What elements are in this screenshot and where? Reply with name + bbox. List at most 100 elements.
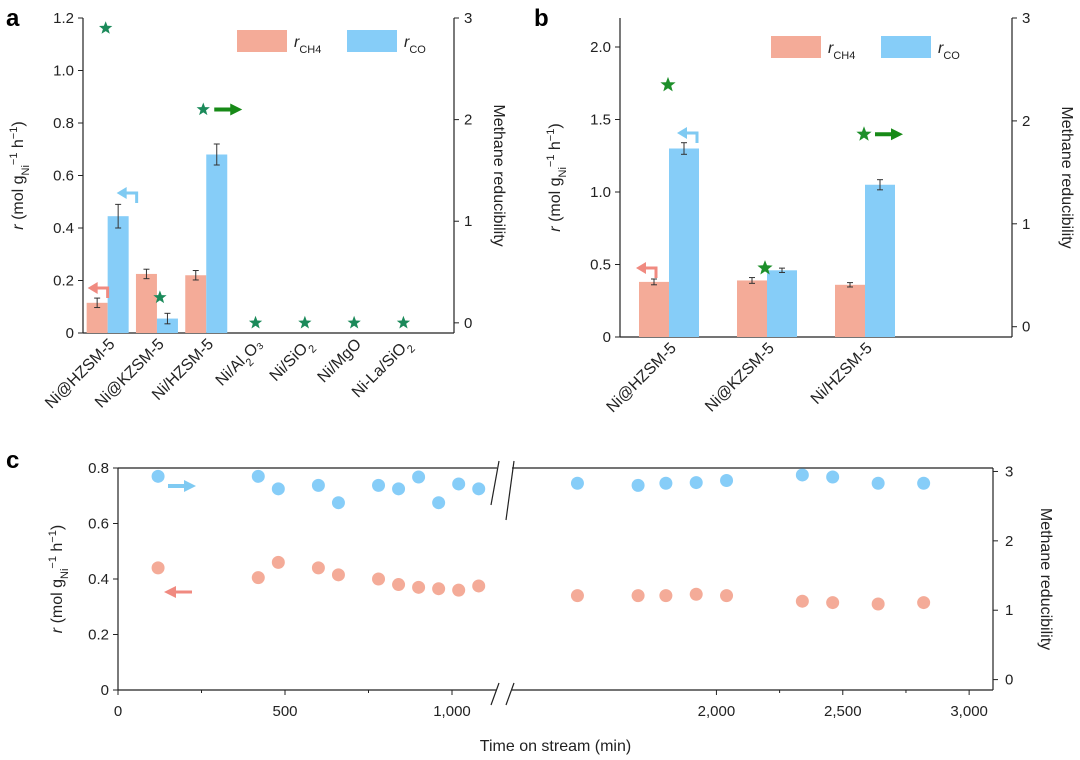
y2-tick-label: 1 <box>1022 216 1030 233</box>
axis-arrow-co-shaft <box>685 131 699 143</box>
legend-swatch-co <box>347 30 397 52</box>
reducibility-point-3 <box>311 478 325 492</box>
reducibility-point-18 <box>871 476 885 490</box>
rate-point-14 <box>689 587 703 601</box>
reducibility-star-0 <box>99 21 113 34</box>
rate-point-7 <box>412 580 426 594</box>
y-tick-label: 0.8 <box>53 115 74 132</box>
reducibility-point-0 <box>151 469 165 483</box>
legend-label-co: rCO <box>404 34 426 56</box>
y-axis-title: r (mol gNi−1 h−1) <box>8 121 32 229</box>
reducibility-point-12 <box>631 478 645 492</box>
reducibility-point-9 <box>452 477 466 491</box>
bar-ch4-2 <box>185 275 207 333</box>
x-tick-label: 1,000 <box>433 703 471 720</box>
reducibility-point-8 <box>432 496 446 510</box>
reducibility-point-4 <box>331 496 345 510</box>
axis-break-mark <box>490 682 500 706</box>
x-category-label-0: Ni@HZSM-5 <box>604 340 680 416</box>
y2-tick-label: 1 <box>1005 602 1013 619</box>
axis-arrow-ch4-shaft <box>95 286 110 298</box>
bar-co-2 <box>206 154 228 333</box>
panel-b-chart: 0 0.5 1.0 1.5 2.0 0 1 2 3 Ni@HZSM-5 Ni@KZSM-5 Ni/HZ… <box>545 10 1075 416</box>
reducibility-point-5 <box>372 478 386 492</box>
reducibility-star-6 <box>396 315 411 329</box>
y-tick-label: 0.2 <box>88 627 109 644</box>
axis-arrow-co-shaft <box>124 191 139 203</box>
reducibility-star-2 <box>856 126 872 141</box>
rate-point-13 <box>659 589 673 603</box>
legend-label-co: rCO <box>938 40 960 62</box>
axis-arrow-reducibility-head <box>184 480 196 492</box>
y-tick-label: 2.0 <box>590 39 611 56</box>
legend-swatch-ch4 <box>771 36 821 58</box>
y2-axis-title: Methane reducibility <box>490 104 507 246</box>
x-tick-label: 500 <box>272 703 297 720</box>
axis-break-mark <box>505 682 515 706</box>
y2-tick-label: 3 <box>464 10 472 27</box>
rate-point-9 <box>452 583 466 597</box>
y-tick-label: 0.8 <box>88 460 109 477</box>
x-category-label-3: Ni/Al2O₃ <box>213 336 270 393</box>
reducibility-point-15 <box>720 473 734 487</box>
bar-co-1 <box>767 270 797 337</box>
y2-tick-label: 3 <box>1005 463 1013 480</box>
reducibility-point-7 <box>412 470 426 484</box>
rate-point-12 <box>631 589 645 603</box>
y-tick-label: 1.0 <box>53 63 74 80</box>
reducibility-point-13 <box>659 476 673 490</box>
rate-point-15 <box>720 589 734 603</box>
panel-b-label: b <box>534 5 549 32</box>
panel-c-chart: 0 500 1,000 2,000 2,500 3,000 0 0.2 0.4 0.6 0.8 0 1 2… <box>47 460 1054 755</box>
bar-ch4-1 <box>737 280 767 337</box>
y2-tick-label: 2 <box>1005 533 1013 550</box>
y-tick-label: 0 <box>603 329 611 346</box>
y-axis-title: r (mol gNi−1 h−1) <box>47 525 71 633</box>
rate-point-10 <box>472 579 486 593</box>
rate-point-4 <box>331 568 345 582</box>
y2-axis-title: Methane reducibility <box>1058 106 1075 248</box>
y2-tick-label: 3 <box>1022 10 1030 27</box>
rate-point-16 <box>795 594 809 608</box>
axis-break-mark <box>505 460 515 521</box>
y2-tick-label: 2 <box>464 112 472 129</box>
y2-tick-label: 0 <box>464 315 472 332</box>
reducibility-point-19 <box>917 476 931 490</box>
reducibility-star-1 <box>757 260 773 275</box>
x-category-label-2: Ni/HZSM-5 <box>808 340 876 408</box>
rate-point-18 <box>871 597 885 611</box>
rate-point-6 <box>392 578 406 592</box>
y2-tick-label: 0 <box>1022 319 1030 336</box>
y-tick-label: 0.2 <box>53 273 74 290</box>
y-tick-label: 0.6 <box>88 516 109 533</box>
rate-point-0 <box>151 561 165 575</box>
x-category-label-4: Ni/SiO2 <box>267 336 320 389</box>
x-category-label-1: Ni@KZSM-5 <box>702 340 778 416</box>
bar-co-0 <box>669 148 699 337</box>
rate-point-5 <box>372 572 386 586</box>
rate-point-11 <box>570 589 584 603</box>
bar-co-1 <box>156 318 178 333</box>
reducibility-point-16 <box>795 468 809 482</box>
x-tick-label: 0 <box>114 703 122 720</box>
legend-swatch-ch4 <box>237 30 287 52</box>
reducibility-point-1 <box>251 469 265 483</box>
bar-co-0 <box>107 216 129 333</box>
y-axis-title: r (mol gNi−1 h−1) <box>545 123 569 231</box>
y2-tick-label: 1 <box>464 213 472 230</box>
rate-point-3 <box>311 561 325 575</box>
axis-arrow-ch4-head <box>636 262 646 274</box>
legend-swatch-co <box>881 36 931 58</box>
y2-axis-title: Methane reducibility <box>1037 508 1054 650</box>
axis-arrow-reducibility-head <box>891 128 903 141</box>
reducibility-point-14 <box>689 476 703 490</box>
axis-arrow-reducibility-head <box>230 103 243 116</box>
y-tick-label: 1.0 <box>590 184 611 201</box>
x-tick-label: 2,500 <box>824 703 862 720</box>
reducibility-star-2 <box>196 102 210 116</box>
bar-ch4-1 <box>135 273 157 333</box>
y-tick-label: 0.4 <box>53 220 74 237</box>
y-tick-label: 0 <box>66 325 74 342</box>
axis-arrow-co-head <box>677 127 687 139</box>
